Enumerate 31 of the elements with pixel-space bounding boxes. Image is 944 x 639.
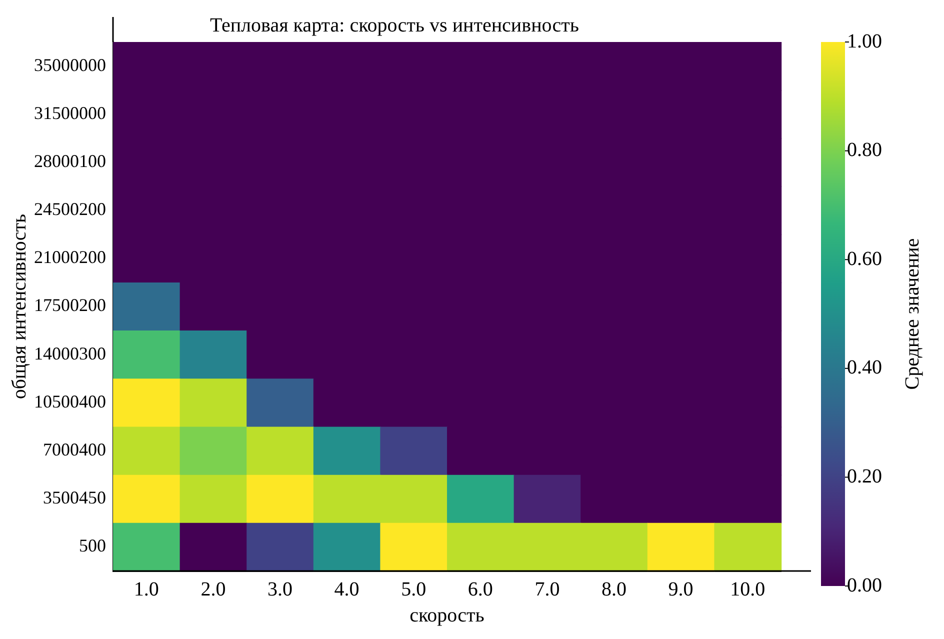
y-tick-label: 35000000 [34,54,106,75]
x-tick-label: 7.0 [534,578,560,600]
x-tick-label: 8.0 [602,578,626,600]
y-axis-title: общая интенсивность [8,214,30,400]
x-axis-title: скорость [410,604,484,626]
chart-title: Тепловая карта: скорость vs интенсивность [210,14,580,36]
y-tick-label: 10500400 [34,391,106,412]
x-tick-label: 1.0 [134,578,159,600]
x-tick-label: 5.0 [401,578,426,600]
y-tick-label: 14000300 [34,343,106,364]
color-bar-label: 0.00 [847,574,882,596]
y-tick-label: 21000200 [34,247,106,268]
x-tick-label: 10.0 [730,578,766,600]
y-tick-label: 28000100 [34,150,106,171]
x-tick-label: 2.0 [200,578,226,600]
x-tick-label: 4.0 [334,578,360,600]
color-bar-label: 0.60 [847,248,882,270]
color-bar-label: 0.80 [847,139,882,162]
y-tick-label: 17500200 [34,295,106,316]
y-tick-label: 24500200 [34,199,106,220]
color-bar-label: 0.40 [847,356,882,379]
color-bar-label: 1.00 [847,30,882,52]
x-tick-label: 3.0 [268,578,292,600]
color-bar-title: Среднее значение [901,238,924,390]
y-tick-label: 500 [79,536,106,556]
y-tick-label: 7000400 [43,440,106,460]
y-tick-label: 3500450 [43,488,106,508]
y-tick-label: 31500000 [34,102,106,123]
color-bar-label: 0.20 [847,465,882,488]
x-tick-label: 9.0 [668,578,694,600]
x-tick-label: 6.0 [468,578,493,600]
